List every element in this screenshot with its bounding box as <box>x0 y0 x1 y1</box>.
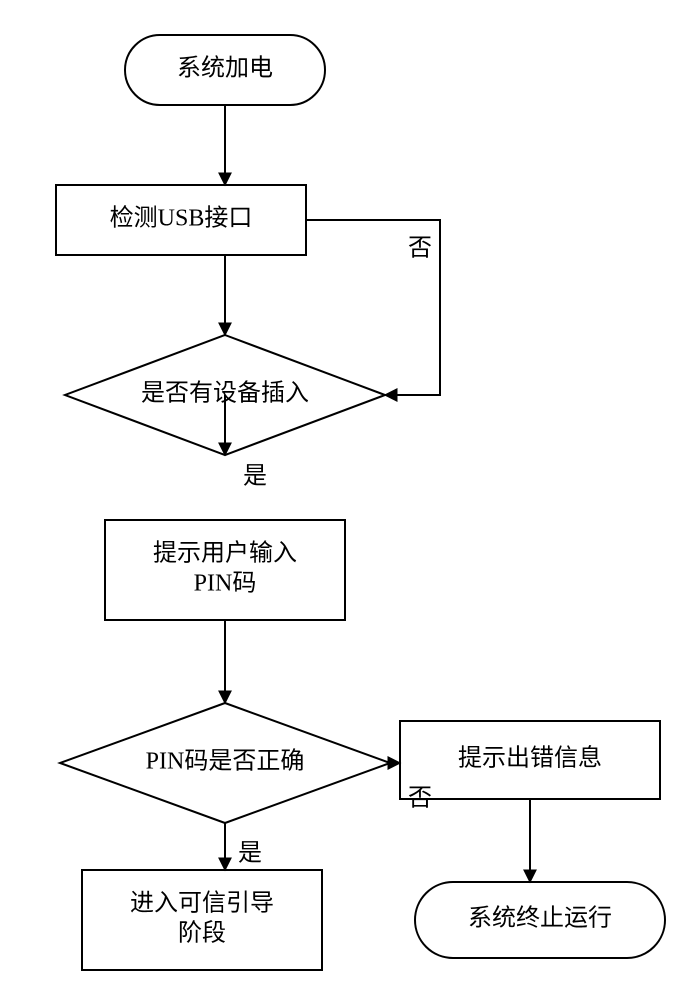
node-start: 系统加电 <box>125 35 325 105</box>
node-label: 进入可信引导 <box>130 890 274 917</box>
edge-label: 是 <box>238 841 262 867</box>
flowchart: 是是否否系统加电检测USB接口是否有设备插入提示用户输入PIN码PIN码是否正确… <box>0 0 683 1000</box>
node-label: PIN码是否正确 <box>146 748 305 775</box>
node-detect_usb: 检测USB接口 <box>56 185 306 255</box>
node-enter_trust: 进入可信引导阶段 <box>82 870 322 970</box>
node-label: 提示出错信息 <box>458 745 602 772</box>
node-label: PIN码 <box>194 571 257 597</box>
node-label: 是否有设备插入 <box>141 380 309 407</box>
edge-label: 否 <box>408 236 432 262</box>
node-terminate: 系统终止运行 <box>415 882 665 958</box>
node-label: 系统加电 <box>177 55 273 82</box>
node-label: 提示用户输入 <box>153 540 297 567</box>
node-prompt_pin: 提示用户输入 PIN码 <box>105 520 345 620</box>
node-label: 检测USB接口 <box>110 205 253 232</box>
node-pin_correct: PIN码是否正确 <box>60 703 390 823</box>
node-error_msg: 提示出错信息 <box>400 721 660 799</box>
node-label: 阶段 <box>178 920 226 947</box>
node-label: 系统终止运行 <box>468 905 612 932</box>
edge-label: 是 <box>243 464 267 490</box>
